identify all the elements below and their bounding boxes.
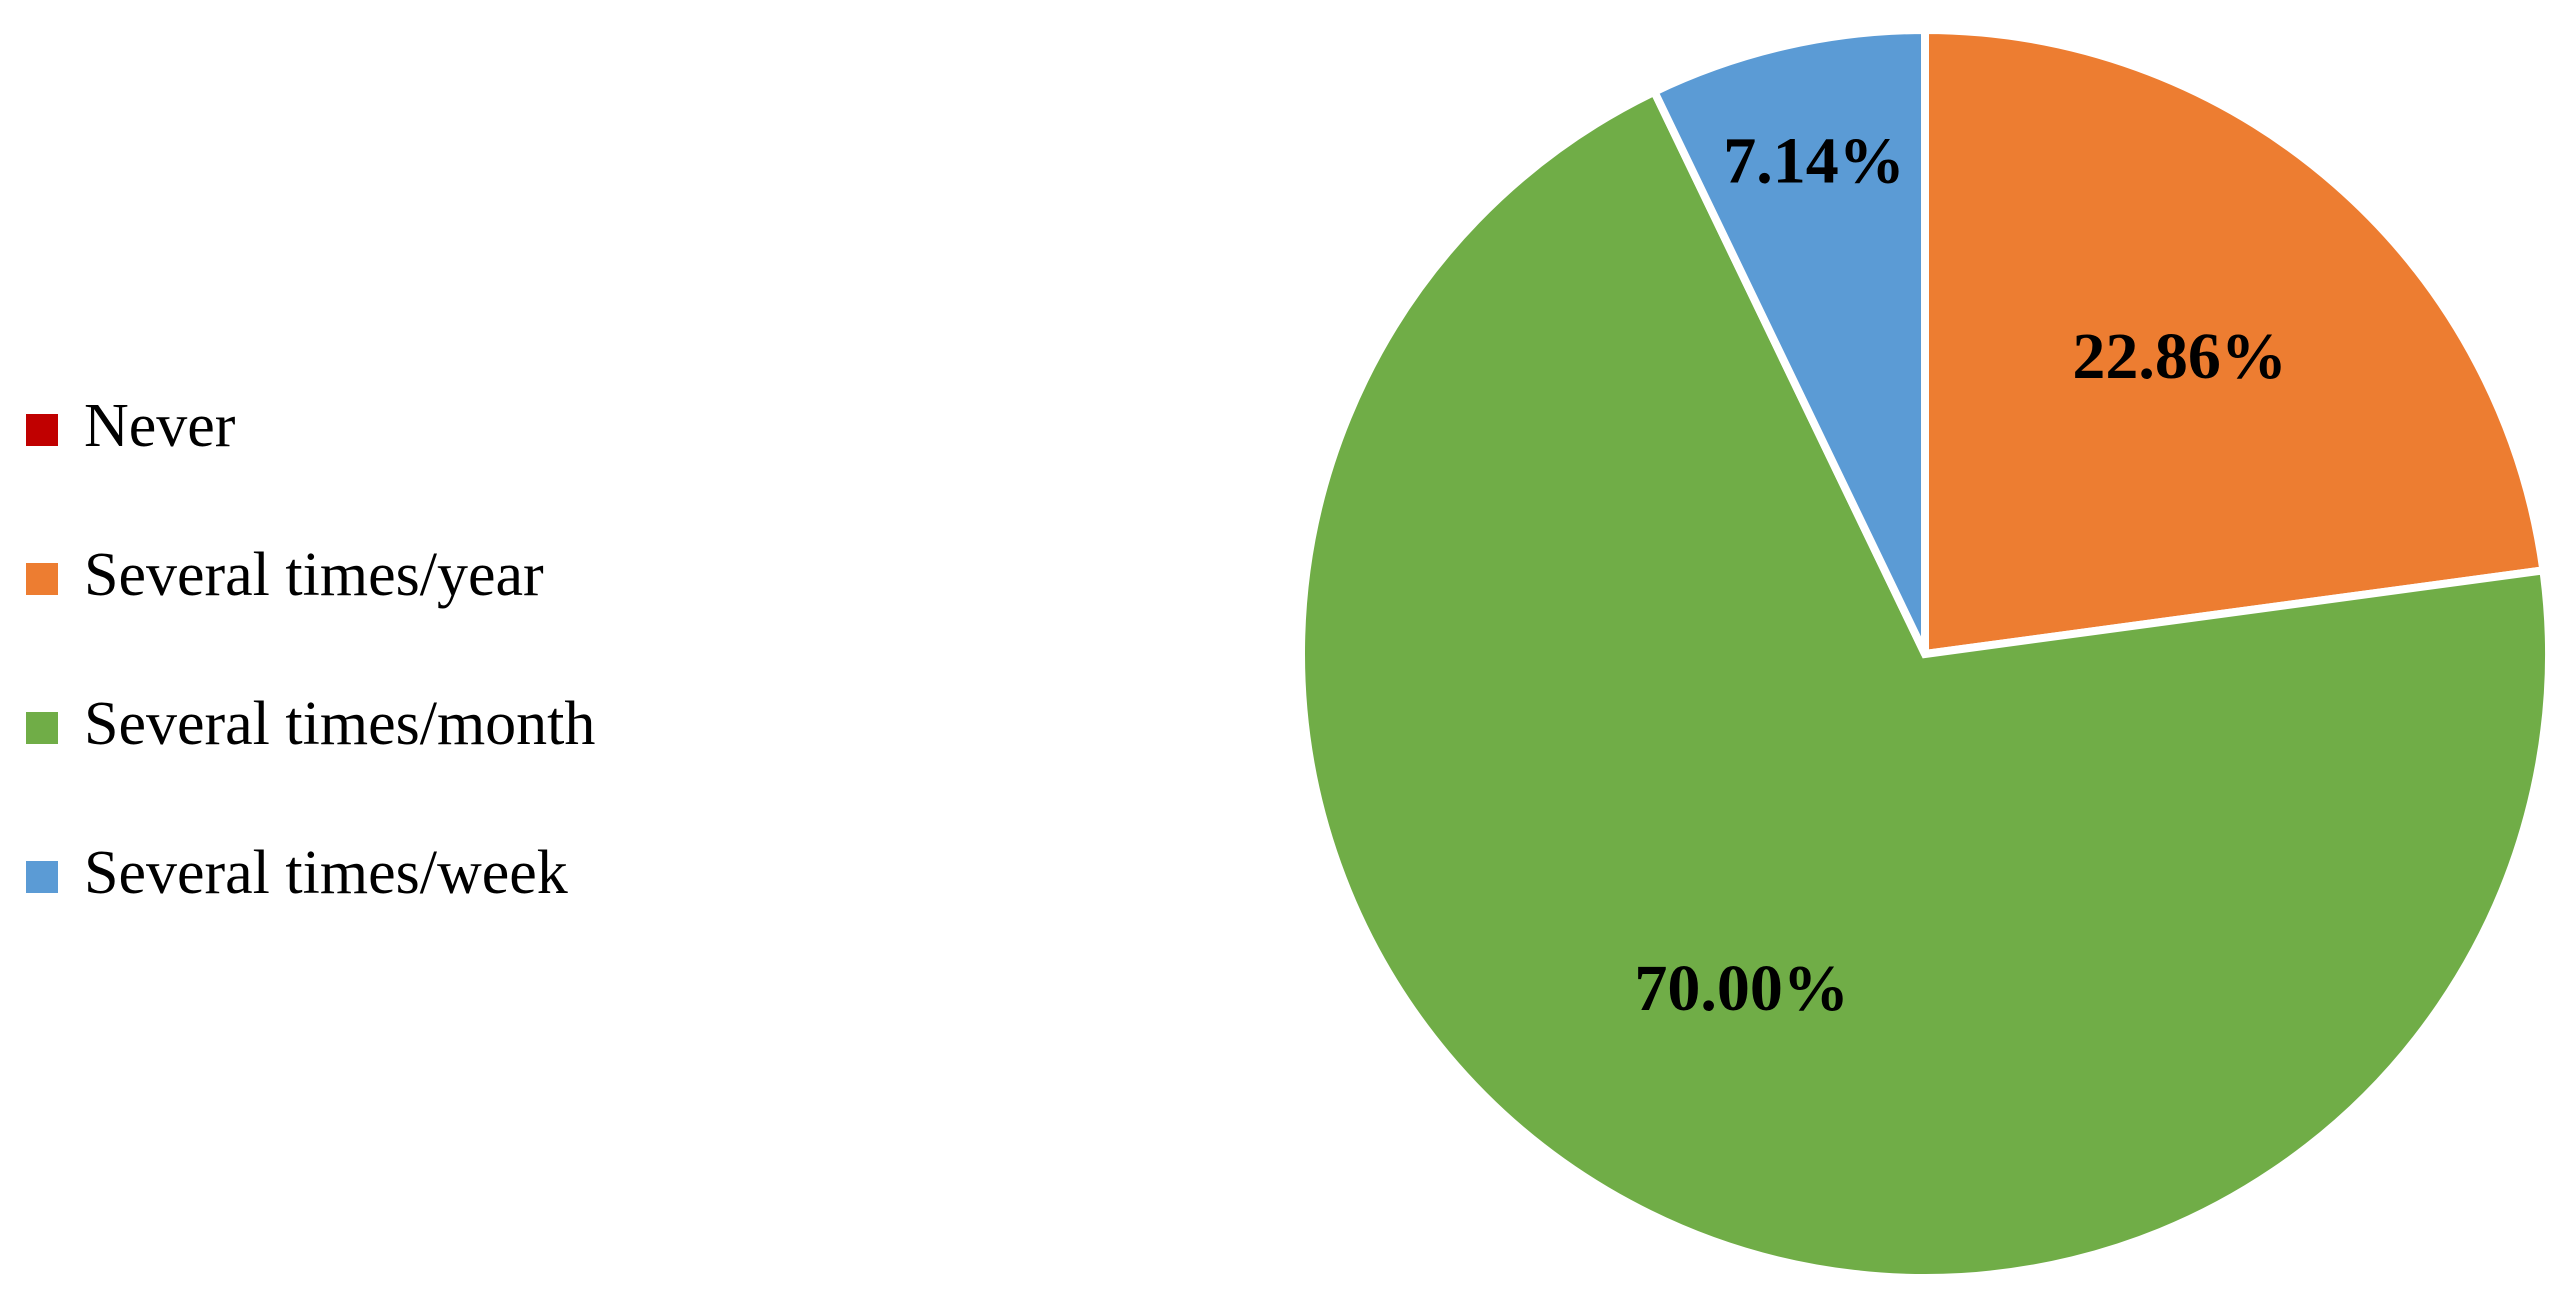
- legend-label: Several times/month: [84, 690, 595, 758]
- legend-label: Never: [84, 392, 236, 460]
- pie-slice: [1297, 86, 2554, 1282]
- legend-swatch: [26, 414, 58, 446]
- pie-slice: [1921, 25, 2548, 659]
- legend-label: Several times/year: [84, 541, 544, 609]
- legend-swatch: [26, 861, 58, 893]
- legend-swatch: [26, 563, 58, 595]
- data-label: 22.86%: [2072, 320, 2287, 393]
- pie-slice: [1649, 25, 1929, 656]
- data-label: 70.00%: [1634, 952, 1849, 1025]
- data-label: 7.14%: [1723, 124, 1905, 197]
- legend-swatch: [26, 712, 58, 744]
- legend-label: Several times/week: [84, 839, 568, 907]
